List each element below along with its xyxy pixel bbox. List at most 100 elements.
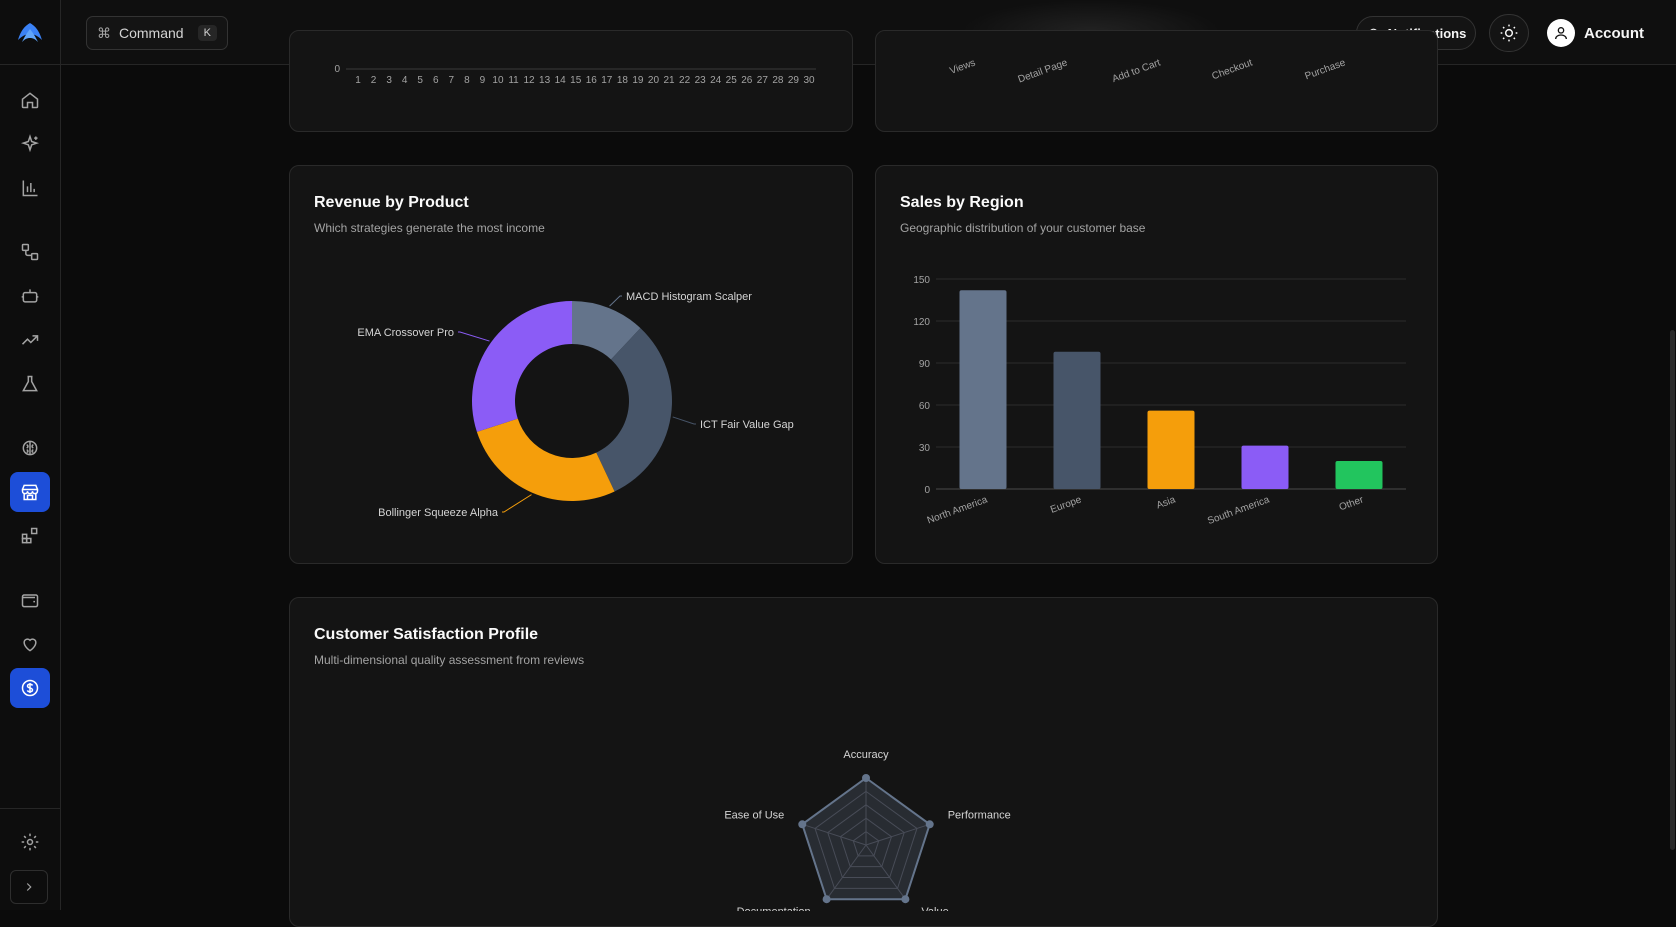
radar-point[interactable] [822,895,831,904]
sidebar-item-settings[interactable] [10,822,50,862]
daily-chart-partial: 0 1 2 3 4 5 6 7 8 9 10 11 12 13 14 15 16 17 18 19 20 21 22 23 2… [334,64,816,86]
radar-point[interactable] [901,895,910,904]
x-category-label: South America [1206,494,1271,527]
radar-point[interactable] [862,774,870,782]
account-button[interactable]: Account [1547,18,1644,48]
x-tick-label: 3 [386,75,392,86]
donut-slice-label: ICT Fair Value Gap [700,419,794,431]
command-label: Command [119,25,184,41]
sidebar-divider [0,808,61,809]
radar-axis-line [826,844,867,900]
y-tick-label: 0 [334,64,340,75]
command-key-icon: ⌘ [97,24,111,41]
bar[interactable] [1335,461,1383,489]
revenue-card: Revenue by Product Which strategies gene… [289,165,853,564]
x-tick-label: 28 [772,75,784,86]
sidebar-item-trends[interactable] [10,320,50,360]
x-tick-label: 10 [492,75,504,86]
x-tick-label: 14 [555,75,567,86]
command-palette-button[interactable]: ⌘ Command K [86,16,228,50]
x-tick-label: 6 [433,75,439,86]
sidebar-item-home[interactable] [10,80,50,120]
donut-slice-label: EMA Crossover Pro [357,327,454,339]
x-tick-label: 22 [679,75,691,86]
x-tick-label: 4 [402,75,408,86]
x-tick-label: 7 [449,75,455,86]
radar-grid-ring [827,804,905,879]
sales-card: Sales by Region Geographic distribution … [875,165,1438,564]
bar[interactable] [959,290,1007,489]
daily-chart-card: 0 1 2 3 4 5 6 7 8 9 10 11 12 13 14 15 16 17 18 19 20 21 22 23 2… [289,30,853,132]
x-category-label: Asia [1155,494,1177,511]
x-tick-label: 25 [726,75,738,86]
radar-axis-label: Performance [948,809,1011,821]
x-tick-label: 12 [524,75,536,86]
x-tick-label: 23 [695,75,707,86]
radar-point[interactable] [925,820,934,829]
x-tick-label: 9 [480,75,486,86]
revenue-title: Revenue by Product [314,194,469,211]
donut-slice[interactable] [472,301,572,432]
funnel-chart-partial: Views Detail Page Add to Cart Checkout Purch… [948,57,1347,85]
donut-leader-line [609,295,622,307]
bar[interactable] [1147,410,1195,489]
bar[interactable] [1241,445,1289,489]
donut-leader-line [458,331,490,342]
sidebar-item-marketplace[interactable] [10,472,50,512]
trending-up-icon [21,335,39,345]
radar-axis-line [865,823,930,846]
x-tick-label: 29 [788,75,800,86]
sidebar-item-favorites[interactable] [10,624,50,664]
radar-grid-ring [814,790,918,889]
x-tick-label: 8 [464,75,470,86]
radar-axis-label: Value [921,906,948,911]
satisfaction-title: Customer Satisfaction Profile [314,626,539,643]
sidebar-item-bots[interactable] [10,276,50,316]
command-shortcut: K [197,25,217,41]
x-tick-label: 5 [417,75,423,86]
x-category-label: Checkout [1211,57,1255,82]
sidebar-item-integrations[interactable] [10,516,50,556]
x-category-label: North America [926,494,990,526]
blocks-icon [21,527,38,544]
wallet-icon [21,594,39,608]
sidebar-divider [0,64,61,65]
radar-series-area[interactable] [801,776,931,901]
x-category-label: Europe [1049,494,1083,516]
radar-grid-ring [839,817,893,868]
x-category-label: Other [1338,494,1366,513]
y-tick-label: 90 [919,359,931,370]
donut-slice[interactable] [572,301,641,360]
radar-point[interactable] [798,820,807,829]
dollar-circle-icon [21,679,39,697]
sidebar-item-brain[interactable] [10,428,50,468]
revenue-subtitle: Which strategies generate the most incom… [314,221,545,235]
x-tick-label: 2 [371,75,377,86]
y-tick-label: 120 [913,317,930,328]
sidebar-item-workflows[interactable] [10,232,50,272]
sidebar-item-analytics[interactable] [10,168,50,208]
sidebar-item-wallet[interactable] [10,580,50,620]
donut-slice[interactable] [596,328,672,492]
y-tick-label: 0 [924,485,930,496]
donut-slice[interactable] [476,418,615,501]
app-logo[interactable] [15,18,45,48]
heart-icon [23,638,37,652]
donut-leader-line [672,416,696,425]
y-tick-label: 30 [919,443,931,454]
y-tick-label: 150 [913,275,930,286]
x-tick-label: 17 [601,75,613,86]
theme-toggle-button[interactable] [1489,14,1529,52]
settings-icon [21,833,39,851]
sidebar-item-ai[interactable] [10,124,50,164]
x-tick-label: 13 [539,75,551,86]
brain-icon [22,440,38,456]
sidebar-collapse-button[interactable] [10,870,48,904]
bar[interactable] [1053,351,1101,489]
revenue-donut-chart: MACD Histogram Scalper ICT Fair Value Gap… [357,291,794,519]
scrollbar-thumb[interactable] [1670,330,1675,850]
workflow-icon [21,243,39,261]
satisfaction-card: Customer Satisfaction Profile Multi-dime… [289,597,1438,927]
sidebar-item-lab[interactable] [10,364,50,404]
sidebar-item-billing[interactable] [10,668,50,708]
